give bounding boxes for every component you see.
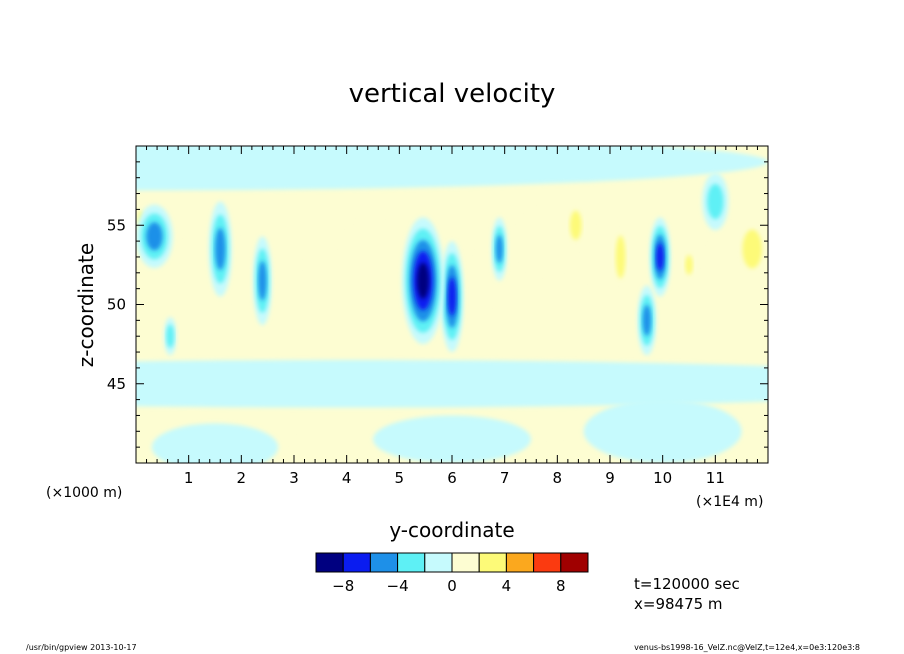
x-tick-label: 9 — [605, 469, 615, 487]
colorbar-swatch — [478, 552, 507, 573]
field-contour — [180, 209, 202, 305]
x-tick-label: 8 — [553, 469, 563, 487]
colorbar-ticks: −8 −4 0 4 8 — [332, 577, 565, 595]
field-contour — [742, 229, 762, 269]
colorbar-swatch — [505, 552, 535, 573]
field-contour — [467, 241, 495, 337]
colorbar-swatch — [560, 552, 589, 573]
x-tick-label: 11 — [706, 469, 725, 487]
colorbar-swatch — [451, 552, 480, 573]
velocity-field — [136, 146, 768, 463]
field-contour — [685, 255, 693, 275]
colorbar-swatch — [533, 552, 562, 573]
x-unit-left: (×1000 m) — [46, 485, 122, 501]
field-contour — [447, 277, 457, 316]
field-contour — [166, 324, 175, 348]
x-tick-label: 10 — [653, 469, 672, 487]
x-position-info: x=98475 m — [634, 595, 723, 613]
colorbar-swatch — [315, 552, 344, 573]
field-contour — [301, 217, 339, 313]
x-tick-label: 7 — [500, 469, 510, 487]
y-tick-label: 45 — [107, 375, 126, 393]
y-axis-label: z-coordinate — [74, 243, 98, 367]
colorbar-tick-label: 4 — [502, 577, 512, 595]
x-tick-label: 6 — [447, 469, 457, 487]
colorbar-swatch — [369, 552, 399, 573]
x-tick-label: 5 — [395, 469, 405, 487]
field-contour — [136, 146, 768, 191]
y-tick-label: 50 — [107, 296, 126, 314]
field-contour — [146, 222, 163, 251]
colorbar-tick-label: −4 — [387, 577, 409, 595]
field-contour — [707, 183, 724, 220]
time-info: t=120000 sec — [634, 575, 740, 593]
x-tick-label: 3 — [289, 469, 299, 487]
field-contour — [569, 210, 582, 240]
field-contour — [346, 201, 395, 313]
field-contour — [151, 423, 279, 463]
field-contour — [258, 261, 267, 301]
field-contour — [233, 225, 260, 321]
footer-right: venus-bs1998-16_VelZ.nc@VelZ,t=12e4,x=0e… — [634, 643, 860, 652]
field-contour — [656, 243, 664, 271]
x-unit-right: (×1E4 m) — [696, 494, 763, 510]
field-contour — [136, 359, 768, 408]
x-tick-label: 2 — [237, 469, 247, 487]
colorbar-swatch — [397, 552, 426, 573]
colorbar-tick-label: −8 — [332, 577, 354, 595]
field-contour — [615, 235, 626, 279]
y-tick-label: 55 — [107, 216, 126, 234]
field-contour — [583, 399, 742, 463]
colorbar — [315, 552, 589, 573]
field-contour — [417, 262, 430, 299]
chart-title: vertical velocity — [349, 79, 556, 109]
colorbar-swatch — [342, 552, 371, 573]
field-contour — [495, 234, 503, 264]
colorbar-tick-label: 0 — [447, 577, 457, 595]
y-axis: 45 50 55 — [107, 145, 768, 464]
field-contour — [509, 201, 584, 281]
x-axis-label: y-coordinate — [389, 518, 514, 542]
footer-left: /usr/bin/gpview 2013-10-17 — [26, 643, 137, 652]
field-contour — [215, 227, 226, 271]
x-tick-label: 1 — [184, 469, 194, 487]
colorbar-tick-label: 8 — [556, 577, 566, 595]
x-axis: 1 2 3 4 5 6 7 8 9 10 11 — [135, 146, 769, 487]
field-contour — [373, 415, 531, 463]
x-tick-label: 4 — [342, 469, 352, 487]
field-contour — [642, 304, 652, 336]
colorbar-swatch — [424, 552, 453, 573]
